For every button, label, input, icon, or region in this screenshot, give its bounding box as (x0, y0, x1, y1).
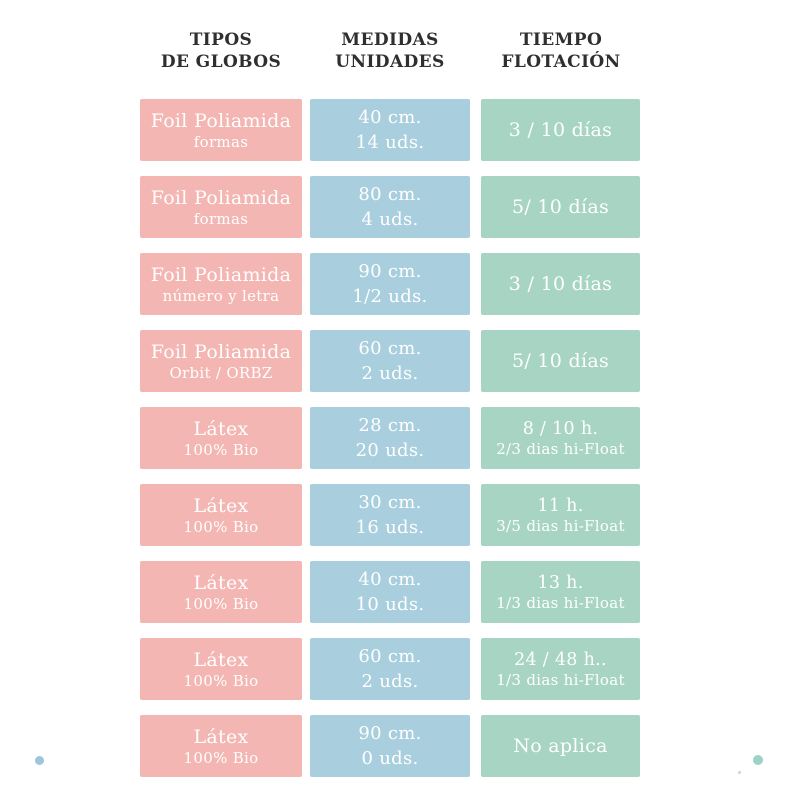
cell-medida-row-3: 90 cm. 1/2 uds. (310, 253, 470, 315)
cell-tipo-row-1: Foil Poliamida formas (140, 99, 302, 161)
decorative-dot-blue (35, 756, 44, 765)
cell-sub-text: 100% Bio (183, 441, 259, 459)
cell-tiempo-row-2: 5/ 10 días (481, 176, 640, 238)
cell-medida-row-1: 40 cm. 14 uds. (310, 99, 470, 161)
cell-main-text: 13 h. (537, 572, 584, 593)
cell-tiempo-row-4: 5/ 10 días (481, 330, 640, 392)
cell-sub-text: 100% Bio (183, 672, 259, 690)
column-tiempo: 3 / 10 días 5/ 10 días 3 / 10 días 5/ 10 dí… (481, 99, 640, 777)
cell-sub-text: 16 uds. (355, 517, 425, 538)
decorative-dot-teal (753, 755, 763, 765)
cell-tiempo-row-8: 24 / 48 h.. 1/3 dias hi-Float (481, 638, 640, 700)
cell-medida-row-7: 40 cm. 10 uds. (310, 561, 470, 623)
cell-main-text: 3 / 10 días (508, 273, 613, 295)
cell-main-text: Foil Poliamida (150, 264, 292, 286)
cell-main-text: Látex (193, 495, 249, 517)
cell-medida-row-4: 60 cm. 2 uds. (310, 330, 470, 392)
cell-medida-row-9: 90 cm. 0 uds. (310, 715, 470, 777)
cell-tipo-row-8: Látex 100% Bio (140, 638, 302, 700)
cell-main-text: 3 / 10 días (508, 119, 613, 141)
cell-sub-text: 2/3 dias hi-Float (496, 439, 625, 458)
cell-sub-text: 100% Bio (183, 518, 259, 536)
header-line: MEDIDAS (341, 30, 439, 50)
cell-main-text: Látex (193, 649, 249, 671)
cell-main-text: Foil Poliamida (150, 187, 292, 209)
cell-sub-text: 2 uds. (361, 671, 419, 692)
cell-tiempo-row-7: 13 h. 1/3 dias hi-Float (481, 561, 640, 623)
header-line: DE GLOBOS (160, 52, 282, 72)
header-line: TIPOS (189, 30, 253, 50)
cell-main-text: 5/ 10 días (511, 196, 610, 218)
cell-tipo-row-9: Látex 100% Bio (140, 715, 302, 777)
cell-main-text: Látex (193, 572, 249, 594)
cell-medida-row-5: 28 cm. 20 uds. (310, 407, 470, 469)
column-header-tiempo: TIEMPO FLOTACIÓN (451, 29, 671, 73)
cell-main-text: 60 cm. (358, 646, 422, 667)
cell-main-text: 90 cm. (358, 261, 422, 282)
column-header-tipos: TIPOS DE GLOBOS (111, 29, 331, 73)
cell-tiempo-row-1: 3 / 10 días (481, 99, 640, 161)
cell-sub-text: 14 uds. (355, 132, 425, 153)
cell-tipo-row-2: Foil Poliamida formas (140, 176, 302, 238)
cell-sub-text: Orbit / ORBZ (169, 364, 273, 382)
cell-main-text: 5/ 10 días (511, 350, 610, 372)
cell-sub-text: 1/3 dias hi-Float (496, 670, 625, 689)
cell-main-text: 24 / 48 h.. (514, 649, 607, 670)
cell-main-text: 90 cm. (358, 723, 422, 744)
cell-main-text: 11 h. (537, 495, 584, 516)
cell-main-text: 80 cm. (358, 184, 422, 205)
cell-main-text: 30 cm. (358, 492, 422, 513)
cell-tiempo-row-6: 11 h. 3/5 dias hi-Float (481, 484, 640, 546)
cell-main-text: 40 cm. (358, 569, 422, 590)
cell-medida-row-2: 80 cm. 4 uds. (310, 176, 470, 238)
cell-main-text: Foil Poliamida (150, 341, 292, 363)
cell-main-text: 60 cm. (358, 338, 422, 359)
cell-sub-text: 2 uds. (361, 363, 419, 384)
cell-main-text: No aplica (513, 735, 608, 757)
cell-main-text: 28 cm. (358, 415, 422, 436)
cell-medida-row-8: 60 cm. 2 uds. (310, 638, 470, 700)
cell-main-text: 8 / 10 h. (522, 418, 599, 439)
cell-sub-text: 1/3 dias hi-Float (496, 593, 625, 612)
cell-tipo-row-6: Látex 100% Bio (140, 484, 302, 546)
cell-medida-row-6: 30 cm. 16 uds. (310, 484, 470, 546)
cell-sub-text: 0 uds. (361, 748, 419, 769)
column-medidas: 40 cm. 14 uds. 80 cm. 4 uds. 90 cm. 1/2 uds. 6… (310, 99, 470, 777)
cell-sub-text: 20 uds. (355, 440, 425, 461)
cell-tipo-row-7: Látex 100% Bio (140, 561, 302, 623)
cell-sub-text: 3/5 dias hi-Float (496, 516, 625, 535)
cell-sub-text: 100% Bio (183, 749, 259, 767)
cell-tipo-row-4: Foil Poliamida Orbit / ORBZ (140, 330, 302, 392)
cell-main-text: 40 cm. (358, 107, 422, 128)
header-line: FLOTACIÓN (501, 52, 621, 72)
cell-sub-text: formas (193, 133, 249, 151)
cell-sub-text: 4 uds. (361, 209, 419, 230)
cell-sub-text: 10 uds. (355, 594, 425, 615)
cell-sub-text: formas (193, 210, 249, 228)
cell-main-text: Látex (193, 726, 249, 748)
column-tipos: Foil Poliamida formas Foil Poliamida formas… (140, 99, 302, 777)
cell-tiempo-row-3: 3 / 10 días (481, 253, 640, 315)
cell-sub-text: 100% Bio (183, 595, 259, 613)
cell-tiempo-row-9: No aplica (481, 715, 640, 777)
header-line: TIEMPO (519, 30, 603, 50)
cell-tipo-row-3: Foil Poliamida número y letra (140, 253, 302, 315)
cell-tiempo-row-5: 8 / 10 h. 2/3 dias hi-Float (481, 407, 640, 469)
decorative-speck (738, 771, 741, 774)
column-header-medidas: MEDIDAS UNIDADES (280, 29, 500, 73)
cell-sub-text: número y letra (162, 287, 280, 305)
cell-tipo-row-5: Látex 100% Bio (140, 407, 302, 469)
cell-sub-text: 1/2 uds. (352, 286, 428, 307)
header-line: UNIDADES (335, 52, 445, 72)
cell-main-text: Foil Poliamida (150, 110, 292, 132)
cell-main-text: Látex (193, 418, 249, 440)
